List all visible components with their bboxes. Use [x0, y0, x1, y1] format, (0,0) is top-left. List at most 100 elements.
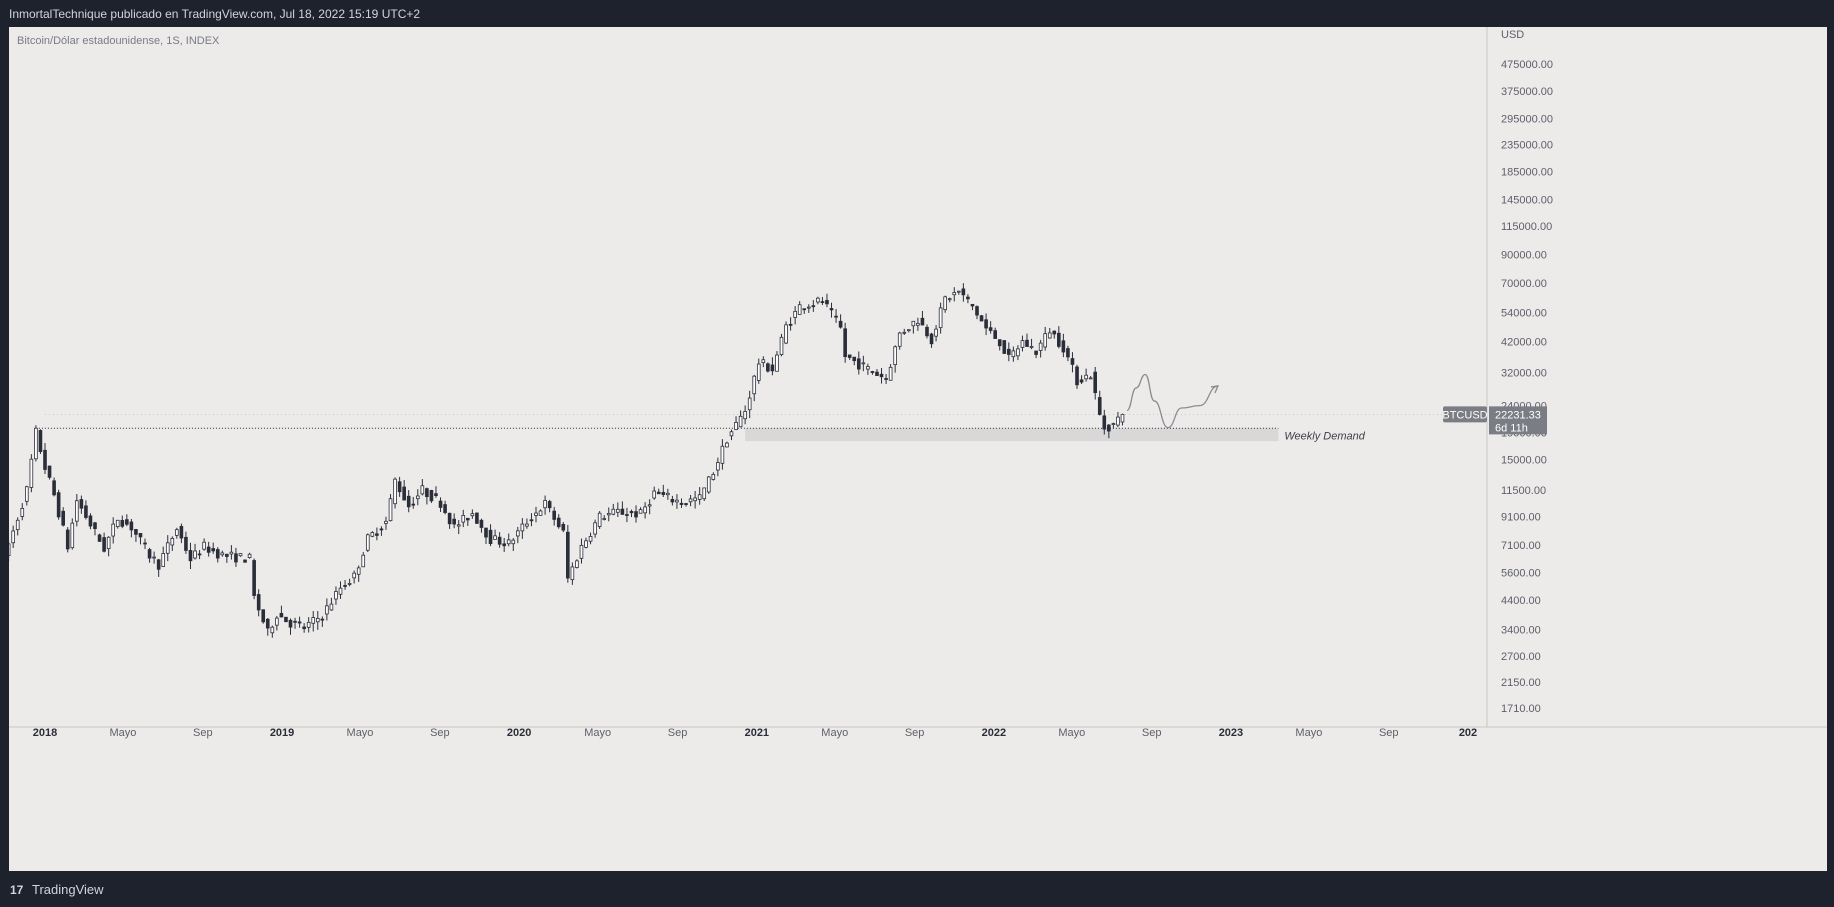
candle-up: [365, 534, 370, 551]
candle-down: [879, 373, 884, 378]
candle-up: [493, 535, 497, 540]
candle-up: [611, 508, 616, 515]
candle-down: [443, 504, 447, 513]
brand-name[interactable]: TradingView: [32, 882, 104, 897]
candle-up: [1038, 342, 1043, 351]
price-tick-label: 2150.00: [1501, 677, 1541, 689]
candle-down: [61, 510, 65, 526]
candle-down: [788, 323, 793, 326]
time-tick-label: 2021: [745, 727, 769, 739]
candle-down: [547, 501, 552, 509]
candle-down: [129, 521, 134, 531]
candle-down: [379, 528, 384, 531]
candle-down: [852, 356, 857, 362]
candle-up: [420, 485, 425, 495]
candle-down: [320, 618, 325, 621]
candle-up: [866, 366, 870, 370]
candle-up: [793, 310, 797, 318]
candle-up: [229, 551, 234, 555]
candle-down: [120, 519, 125, 527]
candle-up: [761, 359, 766, 364]
candle-down: [766, 363, 770, 372]
candle-up: [315, 618, 320, 623]
time-tick-label: Sep: [668, 727, 688, 739]
candle-up: [1120, 413, 1125, 423]
candle-down: [411, 503, 416, 506]
candle-down: [552, 510, 556, 520]
time-tick-label: 2020: [507, 727, 531, 739]
candle-up: [675, 499, 679, 503]
time-tick-label: 202: [1459, 727, 1477, 739]
price-tick-label: 235000.00: [1501, 139, 1553, 151]
time-tick-label: 2019: [270, 727, 294, 739]
symbol-description: Bitcoin/Dólar estadounidense, 1S, INDEX: [17, 35, 220, 47]
candle-up: [784, 324, 788, 344]
time-tick-label: Sep: [193, 727, 213, 739]
candle-up: [20, 508, 25, 517]
bar-countdown: 6d 11h: [1495, 422, 1528, 434]
price-tick-label: 42000.00: [1501, 337, 1547, 349]
candle-down: [1052, 330, 1057, 335]
candle-up: [538, 510, 543, 516]
candle-up: [584, 540, 588, 548]
candle-down: [670, 499, 675, 503]
candle-down: [502, 543, 506, 547]
candle-down: [402, 486, 406, 501]
price-tick-label: 7100.00: [1501, 540, 1541, 552]
last-price-tag-bg: [1489, 406, 1547, 435]
weekly-demand-zone: [745, 428, 1279, 442]
candle-up: [702, 487, 707, 500]
price-tick-label: 145000.00: [1501, 195, 1553, 207]
candle-up: [652, 490, 657, 499]
candle-down: [1025, 339, 1029, 347]
candle-down: [1061, 340, 1066, 353]
candle-down: [465, 517, 470, 521]
candle-up: [575, 560, 579, 568]
time-tick-label: Sep: [905, 727, 925, 739]
candle-down: [188, 550, 193, 562]
projected-price-path: [1126, 373, 1219, 429]
time-tick-label: 2023: [1219, 727, 1243, 739]
candle-down: [102, 537, 106, 552]
candle-down: [452, 518, 456, 525]
candle-up: [361, 554, 366, 568]
candle-up: [957, 290, 961, 293]
candle-up: [738, 415, 743, 428]
price-chart[interactable]: USD 475000.00 375000.00 295000.00 235000.00 1…: [9, 27, 1827, 871]
candle-up: [520, 523, 525, 532]
candle-up: [534, 512, 538, 516]
price-tick-label: 185000.00: [1501, 167, 1553, 179]
candle-down: [1057, 332, 1061, 347]
candle-up: [15, 519, 20, 531]
projected-arrow-head: [1210, 385, 1220, 394]
candle-up: [816, 297, 820, 303]
candle-up: [9, 543, 11, 557]
candle-up: [175, 529, 179, 536]
candle-up: [511, 539, 516, 545]
candle-up: [643, 506, 647, 514]
candle-down: [475, 512, 479, 524]
price-tick-label: 9100.00: [1501, 512, 1541, 524]
candle-up: [29, 458, 34, 488]
candle-down: [1007, 348, 1011, 355]
candle-down: [479, 519, 484, 528]
candle-down: [1034, 350, 1038, 355]
candle-up: [952, 292, 957, 296]
candle-down: [920, 317, 925, 326]
candle-down: [1075, 366, 1079, 386]
price-tick-label: 90000.00: [1501, 249, 1547, 261]
time-tick-label: 2018: [33, 727, 57, 739]
candle-down: [625, 514, 629, 516]
candle-down: [256, 594, 261, 611]
candle-down: [179, 525, 184, 539]
candle-up: [716, 462, 720, 471]
candle-down: [811, 305, 816, 308]
candle-up: [1088, 377, 1093, 380]
candle-down: [56, 492, 61, 518]
chart-pane[interactable]: [9, 27, 1827, 871]
candle-up: [1029, 346, 1034, 348]
candle-down: [79, 499, 84, 509]
candle-down: [425, 488, 429, 498]
price-tick-label: 4400.00: [1501, 595, 1541, 607]
tradingview-logo-icon[interactable]: 17: [10, 883, 24, 897]
